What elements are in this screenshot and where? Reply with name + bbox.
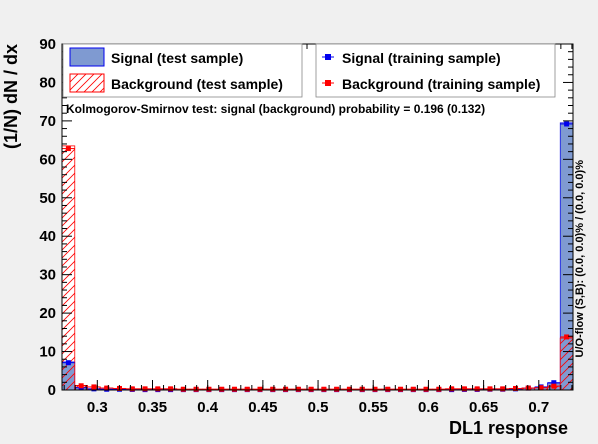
background-train-point-marker xyxy=(66,146,71,151)
x-tick-label: 0.45 xyxy=(248,399,277,416)
background-train-point-marker xyxy=(206,387,211,392)
y-tick-label: 40 xyxy=(39,228,56,245)
overflow-label: U/O-flow (S,B): (0.0, 0.0)% / (0.0, 0.0)… xyxy=(574,160,586,358)
background-train-point-marker xyxy=(411,387,416,392)
x-tick-label: 0.3 xyxy=(87,399,108,416)
x-tick-label: 0.7 xyxy=(528,399,549,416)
background-train-point-marker xyxy=(539,385,544,390)
background-train-point-marker xyxy=(270,387,275,392)
x-tick-label: 0.35 xyxy=(138,399,167,416)
legend-swatch-signal-test xyxy=(70,48,104,66)
background-train-point-marker xyxy=(91,384,96,389)
signal-train-point-marker xyxy=(66,360,71,365)
background-train-point-marker xyxy=(385,387,390,392)
background-train-point-marker xyxy=(168,386,173,391)
background-train-point-marker xyxy=(155,386,160,391)
x-axis-title: DL1 response xyxy=(449,418,568,438)
background-train-point-marker xyxy=(564,334,569,339)
y-tick-label: 90 xyxy=(39,36,56,53)
y-tick-label: 50 xyxy=(39,190,56,207)
y-axis-title: (1/N) dN / dx xyxy=(1,44,21,149)
legend-label-signal-test: Signal (test sample) xyxy=(111,50,243,66)
legend-label-signal-train: Signal (training sample) xyxy=(342,50,501,66)
background-train-point-marker xyxy=(462,386,467,391)
background-train-point-marker xyxy=(487,386,492,391)
y-tick-label: 30 xyxy=(39,267,56,284)
legend-label-background-test: Background (test sample) xyxy=(111,76,283,92)
legend-label-background-train: Background (training sample) xyxy=(342,76,540,92)
y-tick-label: 0 xyxy=(48,382,56,399)
ks-test-annotation: Kolmogorov-Smirnov test: signal (backgro… xyxy=(66,102,485,116)
y-tick-label: 20 xyxy=(39,305,56,322)
x-tick-label: 0.4 xyxy=(197,399,219,416)
background-train-point-marker xyxy=(475,386,480,391)
y-tick-label: 80 xyxy=(39,74,56,91)
x-tick-label: 0.55 xyxy=(359,399,388,416)
background-train-point-marker xyxy=(500,386,505,391)
background-train-point-marker xyxy=(321,387,326,392)
background-train-point-marker xyxy=(424,387,429,392)
background-train-point-marker xyxy=(296,387,301,392)
background-train-point-marker xyxy=(232,387,237,392)
background-train-point-marker xyxy=(219,387,224,392)
y-tick-label: 60 xyxy=(39,151,56,168)
x-tick-label: 0.6 xyxy=(418,399,439,416)
background-train-point-marker xyxy=(551,384,556,389)
background-train-point-marker xyxy=(309,387,314,392)
background-train-point-marker xyxy=(436,387,441,392)
y-tick-label: 10 xyxy=(39,344,56,361)
background-train-point-marker xyxy=(245,387,250,392)
background-train-point-marker xyxy=(398,387,403,392)
x-tick-label: 0.65 xyxy=(469,399,498,416)
background-train-point-marker xyxy=(449,386,454,391)
x-tick-label: 0.5 xyxy=(308,399,329,416)
legend-swatch-background-test xyxy=(70,74,104,92)
background-train-point-marker xyxy=(79,383,84,388)
signal-train-point-marker xyxy=(564,121,569,126)
background-train-point-marker xyxy=(143,386,148,391)
y-tick-label: 70 xyxy=(39,113,56,130)
background-train-point-marker xyxy=(258,387,263,392)
background-train-point-marker xyxy=(194,387,199,392)
background-train-point-marker xyxy=(334,387,339,392)
background-train-point-marker xyxy=(283,387,288,392)
